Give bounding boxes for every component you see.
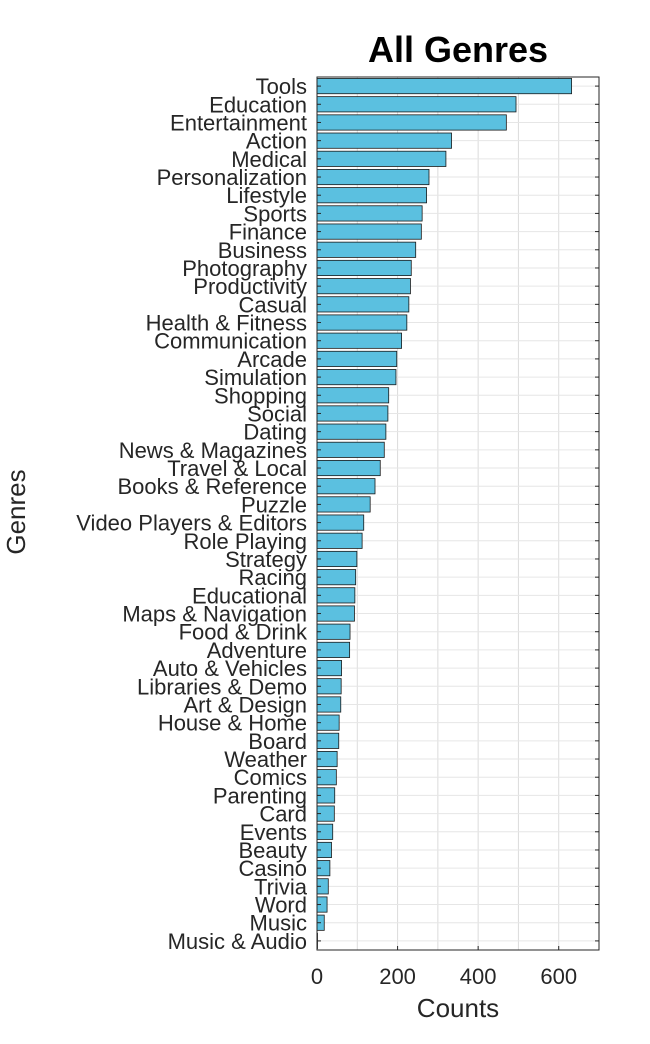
category-label: Word (255, 893, 307, 918)
bar (316, 532, 363, 549)
bar (316, 369, 397, 386)
category-label: Entertainment (170, 110, 307, 135)
x-axis-label: Counts (417, 993, 499, 1023)
category-label: Books & Reference (117, 474, 307, 499)
bar (316, 350, 398, 367)
category-label: Strategy (225, 547, 307, 572)
bar (316, 405, 389, 422)
category-labels: ToolsEducationEntertainmentActionMedical… (76, 74, 308, 954)
category-label: Tools (256, 74, 307, 99)
bar (316, 114, 507, 131)
plot-frame (316, 76, 600, 951)
category-label: Lifestyle (226, 183, 307, 208)
category-label: Social (247, 401, 307, 426)
category-label: Productivity (193, 274, 307, 299)
category-label: Auto & Vehicles (153, 656, 307, 681)
category-label: Shopping (214, 383, 307, 408)
category-label: Beauty (239, 838, 308, 863)
x-tick-label: 0 (311, 964, 323, 989)
bar (316, 623, 351, 640)
bar (316, 132, 452, 149)
category-label: Personalization (157, 165, 307, 190)
category-label: Card (259, 802, 307, 827)
bar (316, 150, 447, 167)
bar (316, 641, 351, 658)
category-label: Events (240, 820, 307, 845)
bar (316, 78, 573, 95)
category-label: Travel & Local (167, 456, 307, 481)
y-axis-label: Genres (1, 469, 31, 554)
bar (316, 223, 422, 240)
bar (316, 259, 412, 277)
bar (316, 478, 376, 495)
category-label: Libraries & Demo (137, 674, 307, 699)
category-label: Racing (239, 565, 307, 590)
bar (316, 278, 411, 295)
category-label: Dating (243, 420, 307, 445)
x-tick-labels: 0 200 400 600 (311, 964, 577, 989)
bar (316, 550, 358, 568)
bar (316, 441, 385, 458)
bar (316, 514, 365, 531)
category-label: Adventure (207, 638, 307, 663)
category-label: Educational (192, 583, 307, 608)
x-tick-label: 200 (379, 964, 416, 989)
category-label: Photography (182, 256, 307, 281)
category-label: Action (246, 129, 307, 154)
bar (316, 314, 408, 331)
category-label: Simulation (204, 365, 307, 390)
bar (316, 187, 427, 204)
x-tick-label: 600 (540, 964, 577, 989)
category-label: News & Magazines (119, 438, 307, 463)
category-label: Parenting (213, 783, 307, 808)
bar (316, 496, 371, 513)
bar (316, 459, 381, 477)
bar (316, 296, 410, 313)
bar (316, 387, 390, 404)
ticks-layer (316, 85, 599, 950)
bar (316, 423, 387, 440)
bar (316, 168, 430, 186)
category-label: Medical (231, 147, 307, 172)
category-label: House & Home (158, 711, 307, 736)
chart-title: All Genres (368, 29, 548, 70)
category-label: Communication (154, 329, 307, 354)
category-label: Music (250, 911, 307, 936)
bars-layer (316, 78, 573, 949)
category-label: Maps & Navigation (122, 602, 307, 627)
bar (316, 241, 417, 258)
category-label: Trivia (254, 874, 308, 899)
bar (316, 96, 517, 113)
category-label: Casual (239, 292, 307, 317)
category-label: Sports (243, 201, 307, 226)
category-label: Finance (229, 220, 307, 245)
category-label: Video Players & Editors (76, 511, 307, 536)
category-label: Health & Fitness (146, 311, 307, 336)
category-label: Weather (224, 747, 307, 772)
x-tick-label: 400 (460, 964, 497, 989)
bar (316, 205, 423, 222)
category-label: Music & Audio (168, 929, 307, 954)
category-label: Arcade (237, 347, 307, 372)
category-label: Puzzle (241, 492, 307, 517)
bar (316, 587, 356, 604)
category-label: Comics (234, 765, 307, 790)
category-label: Casino (239, 856, 307, 881)
category-label: Business (218, 238, 307, 263)
category-label: Food & Drink (179, 620, 308, 645)
category-label: Board (248, 729, 307, 754)
bar (316, 332, 402, 349)
category-label: Role Playing (183, 529, 307, 554)
bar (316, 569, 357, 586)
category-label: Art & Design (184, 692, 308, 717)
bar (316, 605, 355, 622)
category-label: Education (209, 92, 307, 117)
